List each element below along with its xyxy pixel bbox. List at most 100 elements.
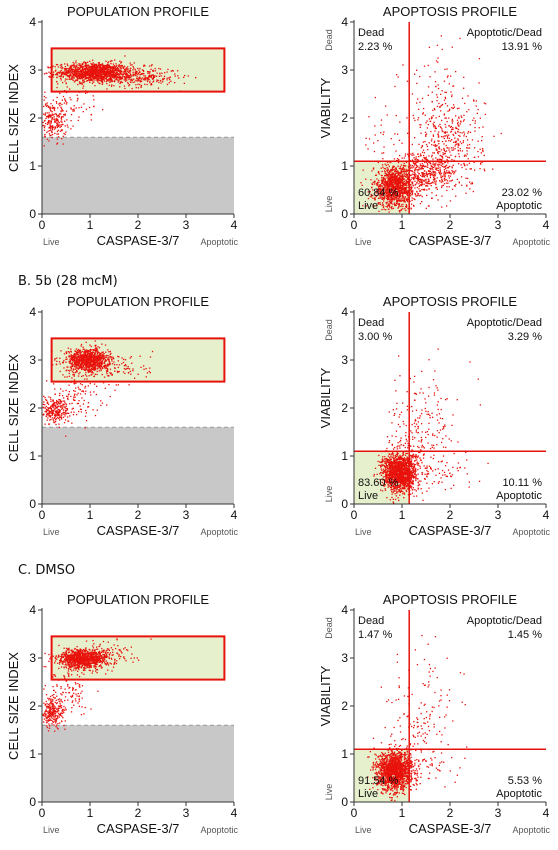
scatter-point	[390, 182, 393, 184]
chart-title: APOPTOSIS PROFILE	[383, 4, 517, 19]
scatter-point	[42, 121, 44, 123]
scatter-point	[404, 183, 407, 186]
scatter-point	[81, 73, 83, 75]
scatter-point	[419, 202, 422, 205]
scatter-point	[443, 113, 446, 115]
scatter-point	[419, 168, 422, 170]
scatter-point	[434, 174, 437, 176]
scatter-point	[85, 78, 87, 80]
scatter-point	[46, 115, 48, 117]
scatter-point	[60, 350, 62, 352]
quadrant-live-name: Live	[358, 200, 378, 212]
scatter-point	[134, 70, 137, 72]
scatter-point	[105, 360, 107, 362]
scatter-point	[378, 186, 380, 188]
scatter-point	[397, 173, 400, 176]
scatter-point	[391, 170, 393, 172]
scatter-point	[104, 70, 106, 73]
scatter-point	[432, 169, 434, 171]
scatter-point	[67, 366, 69, 368]
scatter-point	[373, 142, 375, 144]
scatter-point	[430, 130, 432, 133]
scatter-point	[121, 73, 123, 75]
scatter-point	[85, 363, 88, 365]
scatter-point	[79, 63, 81, 65]
scatter-point	[114, 79, 116, 81]
scatter-point	[437, 161, 439, 163]
scatter-point	[89, 365, 92, 367]
scatter-point	[387, 179, 389, 181]
scatter-point	[378, 185, 380, 187]
scatter-point	[439, 106, 441, 108]
scatter-point	[427, 124, 429, 126]
scatter-point	[152, 70, 154, 72]
x-axis-label: CASPASE-3/7	[409, 233, 492, 248]
scatter-point	[94, 72, 97, 74]
scatter-point	[63, 367, 65, 369]
scatter-point	[99, 368, 101, 370]
scatter-point	[61, 99, 63, 101]
scatter-point	[60, 417, 63, 419]
scatter-point	[396, 175, 398, 177]
scatter-point	[81, 66, 83, 68]
scatter-point	[394, 175, 396, 177]
scatter-point	[427, 180, 430, 182]
scatter-point	[86, 350, 88, 352]
scatter-point	[98, 356, 101, 358]
scatter-point	[110, 70, 112, 72]
scatter-point	[97, 81, 99, 83]
scatter-point	[139, 76, 141, 78]
scatter-point	[95, 75, 98, 77]
scatter-point	[65, 82, 67, 84]
scatter-point	[423, 65, 426, 67]
scatter-point	[387, 193, 389, 195]
scatter-point	[78, 363, 80, 365]
scatter-point	[437, 133, 439, 135]
scatter-point	[452, 120, 454, 122]
scatter-point	[81, 367, 83, 369]
scatter-point	[49, 127, 52, 130]
scatter-point	[418, 108, 420, 110]
scatter-point	[129, 72, 131, 74]
scatter-point	[136, 77, 138, 80]
scatter-point	[158, 75, 161, 77]
scatter-point	[127, 365, 129, 368]
scatter-point	[127, 69, 129, 71]
scatter-point	[464, 102, 466, 105]
scatter-point	[416, 190, 418, 193]
scatter-point	[396, 194, 399, 196]
scatter-point	[69, 358, 71, 360]
scatter-point	[402, 176, 404, 178]
scatter-point	[130, 64, 132, 66]
scatter-point	[71, 371, 74, 373]
scatter-point	[450, 130, 453, 132]
scatter-point	[448, 140, 450, 142]
scatter-point	[413, 177, 416, 179]
scatter-point	[108, 351, 110, 353]
scatter-point	[115, 78, 117, 80]
scatter-point	[451, 120, 453, 122]
scatter-point	[102, 71, 104, 73]
x-tick-label: 3	[183, 218, 190, 232]
scatter-point	[399, 184, 402, 186]
scatter-point	[432, 109, 434, 111]
scatter-point	[94, 71, 97, 73]
scatter-point	[461, 184, 463, 186]
scatter-point	[440, 165, 442, 167]
scatter-point	[88, 375, 90, 377]
scatter-point	[381, 180, 383, 183]
scatter-point	[399, 183, 401, 185]
scatter-point	[129, 62, 131, 64]
scatter-point	[453, 173, 455, 175]
scatter-point	[440, 35, 442, 37]
scatter-point	[387, 196, 389, 198]
scatter-point	[395, 167, 397, 169]
scatter-point	[438, 131, 440, 133]
scatter-point	[106, 67, 109, 70]
scatter-point	[86, 375, 88, 377]
scatter-point	[106, 76, 108, 78]
scatter-point	[436, 96, 439, 98]
scatter-point	[483, 102, 485, 104]
scatter-point	[48, 114, 50, 117]
scatter-point	[114, 367, 116, 369]
